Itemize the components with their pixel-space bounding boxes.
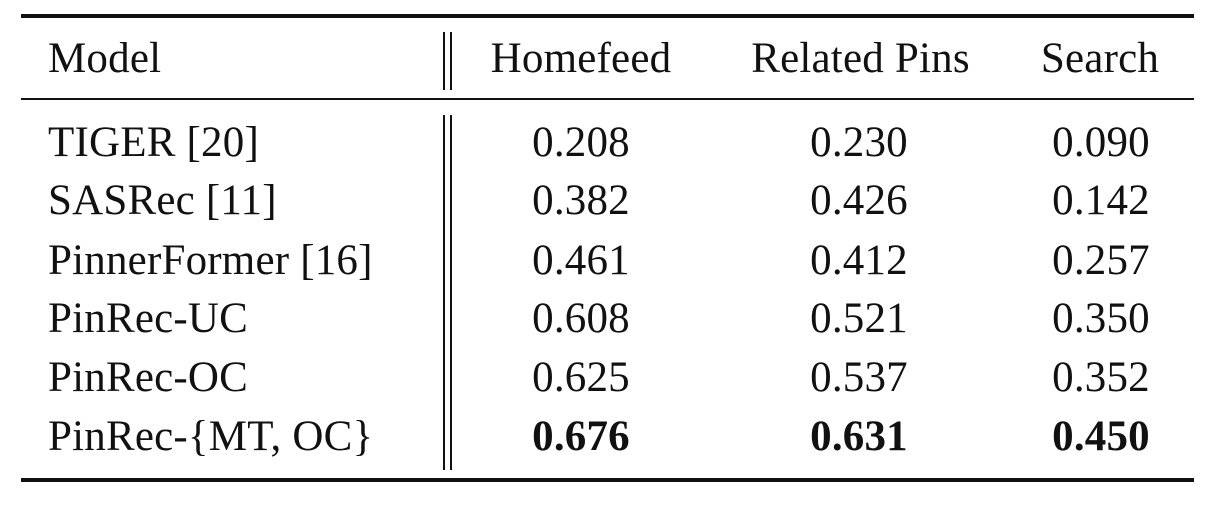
- search-value: 0.090: [1052, 119, 1150, 166]
- model-name: PinRec-{MT, OC}: [48, 413, 374, 460]
- model-name: PinRec-OC: [48, 354, 249, 401]
- search-value: 0.142: [1052, 177, 1150, 224]
- header-related-pins: Related Pins: [751, 35, 970, 82]
- model-name: TIGER [20]: [48, 119, 259, 166]
- search-value: 0.352: [1052, 354, 1150, 401]
- homefeed-value: 0.625: [532, 354, 630, 401]
- header-double-bar-right: [450, 32, 452, 90]
- header-rule: [21, 98, 1194, 100]
- model-name: PinRec-UC: [48, 295, 249, 342]
- search-value: 0.257: [1052, 237, 1150, 284]
- body-double-bar-right: [450, 115, 452, 470]
- related-pins-value: 0.537: [810, 354, 908, 401]
- top-rule: [21, 14, 1194, 18]
- homefeed-value: 0.382: [532, 177, 630, 224]
- homefeed-value-best: 0.676: [532, 413, 630, 460]
- related-pins-value: 0.230: [810, 119, 908, 166]
- header-homefeed: Homefeed: [490, 35, 672, 82]
- related-pins-value-best: 0.631: [810, 413, 908, 460]
- model-name: SASRec [11]: [48, 177, 277, 224]
- search-value-best: 0.450: [1052, 413, 1150, 460]
- search-value: 0.350: [1052, 295, 1150, 342]
- header-search: Search: [1040, 35, 1160, 82]
- bottom-rule: [21, 478, 1194, 482]
- homefeed-value: 0.461: [532, 237, 630, 284]
- model-name: PinnerFormer [16]: [48, 237, 373, 284]
- related-pins-value: 0.426: [810, 177, 908, 224]
- related-pins-value: 0.412: [810, 237, 908, 284]
- homefeed-value: 0.208: [532, 119, 630, 166]
- header-model: Model: [48, 35, 162, 82]
- body-double-bar-left: [443, 115, 445, 470]
- homefeed-value: 0.608: [532, 295, 630, 342]
- header-double-bar-left: [443, 32, 445, 90]
- related-pins-value: 0.521: [810, 295, 908, 342]
